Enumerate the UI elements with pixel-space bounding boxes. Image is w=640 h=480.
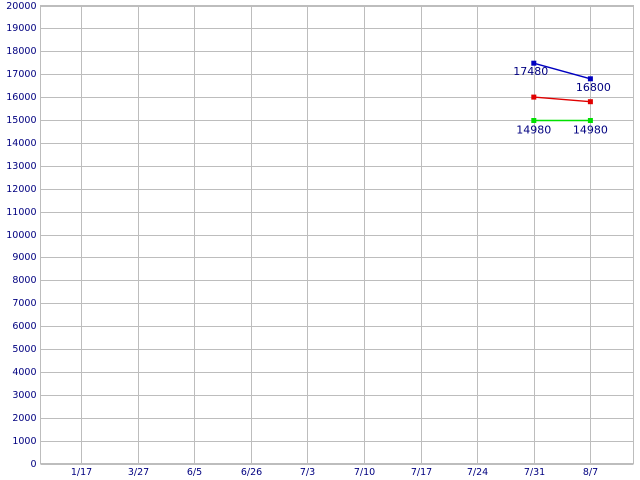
y-axis-tick-label: 16000 — [6, 92, 36, 103]
y-axis-tick-label: 15000 — [6, 115, 36, 126]
y-axis-tick-label: 3000 — [12, 390, 36, 401]
series-low — [531, 118, 593, 123]
x-axis-tick-label: 7/17 — [411, 467, 432, 478]
data-point-label: 14980 — [573, 124, 608, 137]
data-point-marker-low — [587, 118, 593, 123]
y-axis-tick-label: 5000 — [12, 344, 36, 355]
data-point-label: 14980 — [516, 124, 551, 137]
data-point-marker-low — [531, 118, 537, 123]
y-axis-tick-label: 0 — [30, 459, 36, 470]
y-axis-tick-label: 10000 — [6, 230, 36, 241]
series-mid — [531, 94, 593, 105]
series-line-high — [533, 62, 591, 80]
y-axis-tick-labels: 0 1000 2000 3000 4000 5000 6000 7000 8000 9000 100… — [6, 1, 36, 470]
x-axis-tick-label: 6/5 — [187, 467, 202, 478]
x-axis-tick-label: 3/27 — [128, 467, 149, 478]
x-axis-tick-label: 7/24 — [467, 467, 488, 478]
y-axis-tick-label: 12000 — [6, 184, 36, 195]
y-axis-tick-label: 7000 — [12, 298, 36, 309]
series-line-mid — [533, 96, 591, 103]
y-axis-tick-label: 17000 — [6, 69, 36, 80]
y-axis-tick-label: 13000 — [6, 161, 36, 172]
data-point-marker-mid — [531, 94, 537, 100]
data-point-labels: 17480 16800 14980 14980 — [513, 65, 611, 136]
x-axis-tick-label: 7/3 — [300, 467, 315, 478]
y-axis-tick-label: 20000 — [6, 1, 36, 12]
data-point-marker-high — [587, 76, 593, 82]
y-axis-tick-label: 19000 — [6, 23, 36, 34]
data-point-label: 16800 — [576, 81, 611, 94]
x-axis-tick-labels: 1/17 3/27 6/5 6/26 7/3 7/10 7/17 7/24 7/31 8/7 — [71, 467, 598, 478]
x-axis-tick-label: 6/26 — [241, 467, 262, 478]
y-axis-tick-label: 1000 — [12, 436, 36, 447]
x-axis-tick-label: 7/31 — [524, 467, 545, 478]
data-point-marker-mid — [587, 99, 593, 105]
y-axis-tick-label: 11000 — [6, 207, 36, 218]
vertical-gridlines — [81, 5, 591, 464]
y-axis-tick-label: 6000 — [12, 321, 36, 332]
y-axis-tick-label: 2000 — [12, 413, 36, 424]
y-axis-tick-label: 14000 — [6, 138, 36, 149]
data-point-label: 17480 — [513, 65, 548, 78]
y-axis-tick-label: 9000 — [12, 252, 36, 263]
y-axis-tick-label: 4000 — [12, 367, 36, 378]
y-axis-tick-label: 8000 — [12, 275, 36, 286]
x-axis-tick-label: 8/7 — [583, 467, 598, 478]
data-point-marker-high — [531, 60, 537, 66]
plot-area-border — [40, 5, 634, 464]
series-high — [531, 60, 593, 82]
data-series-layer — [531, 60, 593, 123]
x-axis-tick-label: 1/17 — [71, 467, 92, 478]
x-axis-tick-label: 7/10 — [354, 467, 375, 478]
y-axis-tick-label: 18000 — [6, 46, 36, 57]
